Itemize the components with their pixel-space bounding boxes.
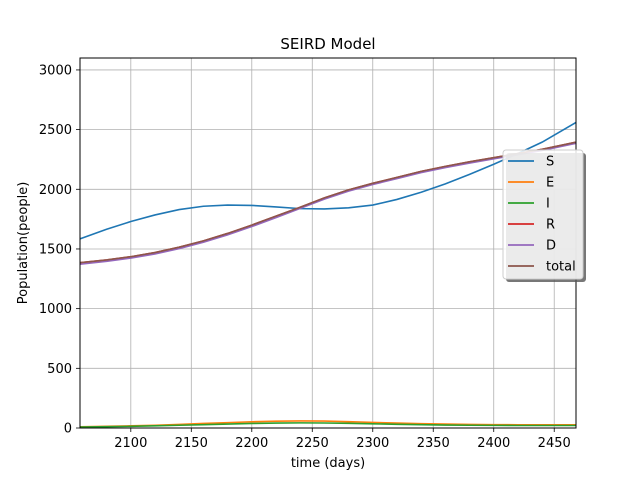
series-line-I	[80, 422, 576, 428]
y-tick-label: 2500	[39, 123, 72, 138]
x-tick-label: 2150	[175, 436, 208, 451]
legend-label-D: D	[546, 239, 556, 254]
series-layer	[80, 121, 576, 428]
x-tick-label: 2250	[296, 436, 329, 451]
x-tick-label: 2300	[356, 436, 389, 451]
y-tick-label: 1500	[39, 242, 72, 257]
legend-label-R: R	[546, 218, 555, 233]
y-tick-label: 1000	[39, 302, 72, 317]
chart-title: SEIRD Model	[280, 35, 375, 53]
x-tick-label: 2200	[235, 436, 268, 451]
y-tick-label: 3000	[39, 63, 72, 78]
legend-label-I: I	[546, 197, 550, 212]
y-tick-label: 2000	[39, 183, 72, 198]
y-tick-label: 500	[47, 362, 72, 377]
axis-ticks: 2100 2150 2200 2250 2300 2350 2400 2450 0 500 1000…	[39, 63, 571, 451]
legend-label-E: E	[546, 176, 554, 191]
legend-label-S: S	[546, 155, 554, 170]
series-line-D	[80, 142, 576, 266]
series-line-total	[80, 141, 576, 264]
x-tick-label: 2400	[477, 436, 510, 451]
x-tick-label: 2350	[417, 436, 450, 451]
series-line-S	[80, 121, 576, 240]
x-tick-label: 2450	[538, 436, 571, 451]
x-axis-label: time (days)	[291, 456, 365, 471]
x-tick-label: 2100	[114, 436, 147, 451]
y-axis-label: Population(people)	[16, 182, 31, 305]
legend-label-total: total	[546, 260, 576, 275]
y-tick-label: 0	[64, 422, 72, 437]
